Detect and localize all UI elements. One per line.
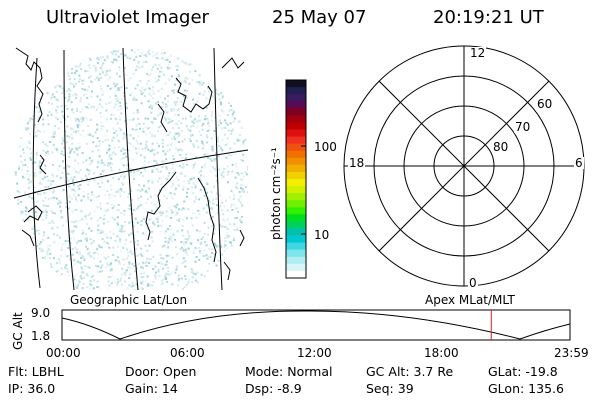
orbit-y-tick-label: 1.8 bbox=[31, 329, 51, 343]
colorbar-segment bbox=[286, 150, 306, 159]
colorbar-segment bbox=[286, 249, 306, 258]
orbit-x-tick-label: 18:00 bbox=[424, 346, 459, 360]
colorbar-segment bbox=[286, 256, 306, 265]
orbit-altitude-curve bbox=[61, 310, 571, 340]
orbit-x-tick-label: 23:59 bbox=[554, 346, 589, 360]
colorbar-tick-label: 100 bbox=[314, 140, 337, 154]
mlt-label-noon: 12 bbox=[469, 46, 487, 60]
colorbar-segment bbox=[286, 193, 306, 201]
colorbar-segment bbox=[286, 179, 306, 187]
mlat-label-60: 60 bbox=[536, 97, 554, 111]
geographic-grid-lines bbox=[13, 47, 249, 291]
colorbar-tick-label: 10 bbox=[314, 228, 330, 242]
mode-info: Mode: Normal bbox=[245, 364, 333, 379]
colorbar-segment bbox=[286, 207, 306, 215]
colorbar-segment bbox=[286, 87, 306, 95]
header-time: 20:19:21 UT bbox=[433, 7, 544, 28]
colorbar-segment bbox=[286, 94, 306, 102]
colorbar-segment bbox=[286, 157, 306, 166]
orbit-x-tick-label: 06:00 bbox=[170, 346, 205, 360]
gain-info: Gain: 14 bbox=[125, 381, 178, 396]
colorbar-segment bbox=[286, 200, 306, 208]
colorbar-segment bbox=[286, 186, 306, 194]
mlt-label-dusk: 18 bbox=[348, 156, 366, 170]
colorbar-segment bbox=[286, 115, 306, 124]
colorbar-segment bbox=[286, 129, 306, 138]
filter-info: Flt: LBHL bbox=[8, 364, 64, 379]
apex-panel-label: Apex MLat/MLT bbox=[425, 293, 515, 307]
coastline-outlines bbox=[15, 47, 245, 281]
gc-altitude-info: GC Alt: 3.7 Re bbox=[366, 364, 454, 379]
header-date: 25 May 07 bbox=[272, 7, 367, 28]
colorbar-segment bbox=[286, 263, 306, 272]
dsp-info: Dsp: -8.9 bbox=[245, 381, 302, 396]
colorbar-segment bbox=[286, 221, 306, 230]
geographic-longitude-info: GLon: 135.6 bbox=[488, 381, 564, 396]
colorbar-segment bbox=[286, 80, 306, 88]
colorbar-segment bbox=[286, 108, 306, 116]
colorbar-segment bbox=[286, 214, 306, 223]
polar-diagonal bbox=[378, 80, 550, 252]
orbit-y-tick-label: 9.0 bbox=[31, 306, 51, 320]
colorbar-segment bbox=[286, 228, 306, 237]
mlat-label-70: 70 bbox=[514, 120, 532, 134]
colorbar-segment bbox=[286, 122, 306, 131]
colorbar-gradient bbox=[286, 80, 306, 279]
sequence-info: Seq: 39 bbox=[366, 381, 414, 396]
geographic-panel-label: Geographic Lat/Lon bbox=[70, 293, 188, 307]
colorbar-segment bbox=[286, 143, 306, 152]
colorbar-segment bbox=[286, 136, 306, 145]
colorbar-frame bbox=[285, 79, 307, 279]
geographic-latitude-info: GLat: -19.8 bbox=[488, 364, 558, 379]
orbit-x-tick-label: 12:00 bbox=[297, 346, 332, 360]
orbit-x-tick-label: 00:00 bbox=[46, 346, 81, 360]
orbit-plot-frame bbox=[61, 309, 571, 341]
colorbar-segment bbox=[286, 164, 306, 173]
door-info: Door: Open bbox=[125, 364, 197, 379]
app-title: Ultraviolet Imager bbox=[46, 7, 209, 28]
uv-emission-speckle bbox=[14, 49, 248, 290]
colorbar-segment bbox=[286, 270, 306, 279]
colorbar-segment bbox=[286, 235, 306, 244]
mlt-label-dawn: 6 bbox=[574, 156, 584, 170]
mlat-label-80: 80 bbox=[492, 140, 510, 154]
mlt-label-midnight: 0 bbox=[468, 276, 478, 290]
colorbar-segment bbox=[286, 101, 306, 109]
colorbar-segment bbox=[286, 171, 306, 180]
colorbar-segment bbox=[286, 242, 306, 251]
ip-info: IP: 36.0 bbox=[8, 381, 56, 396]
